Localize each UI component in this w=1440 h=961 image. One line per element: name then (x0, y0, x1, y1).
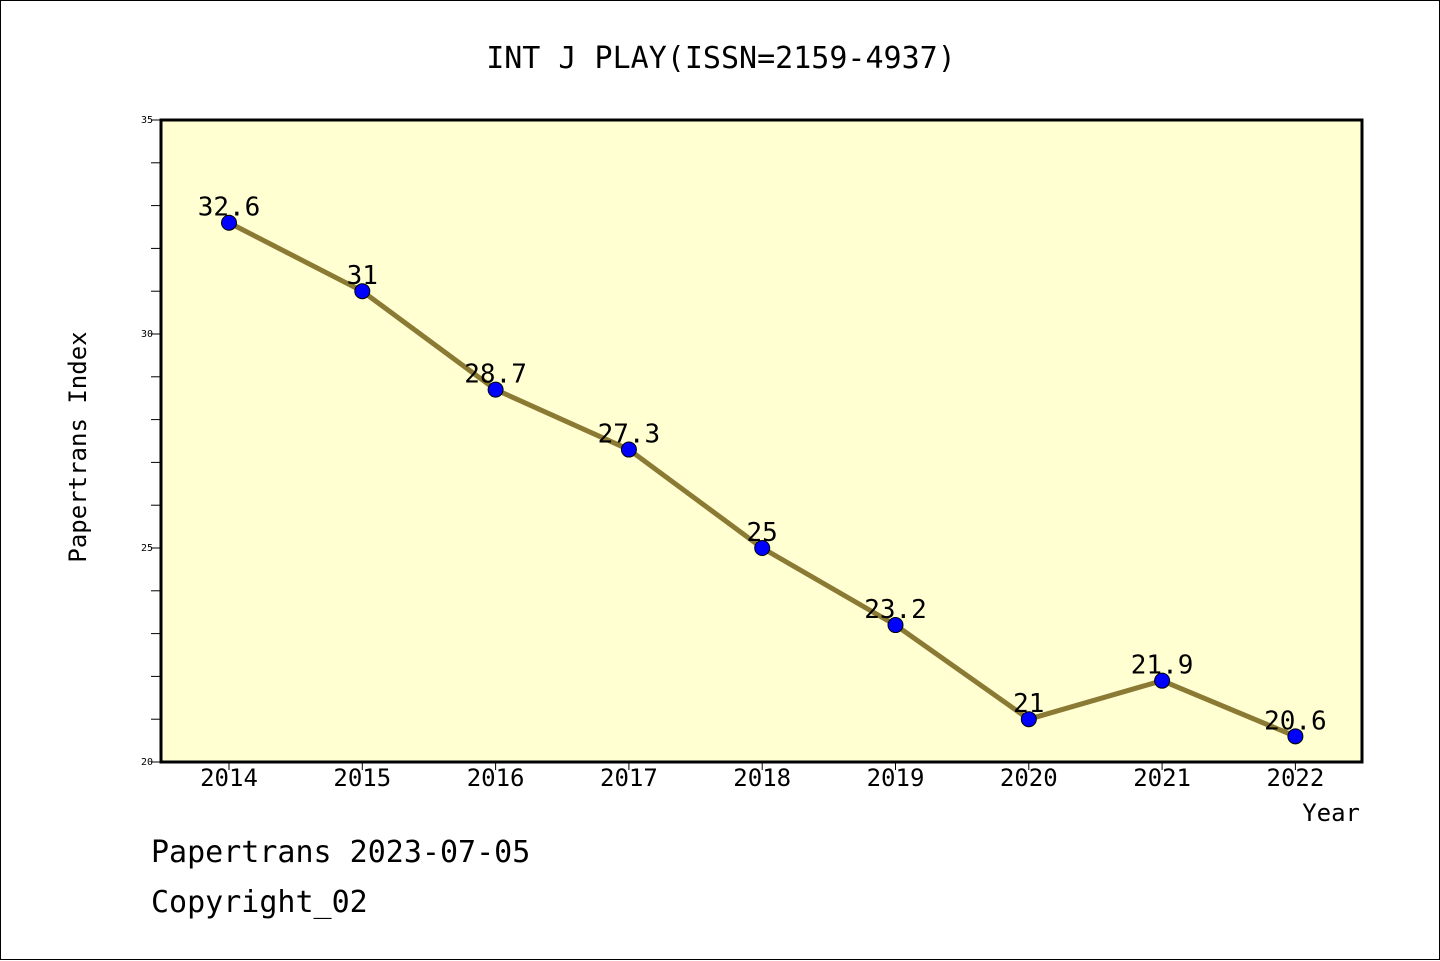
y-tick-label: 30 (141, 329, 153, 340)
y-axis-label: Papertrans Index (64, 331, 92, 562)
chart-title: INT J PLAY(ISSN=2159-4937) (486, 41, 956, 76)
data-point (1020, 711, 1037, 728)
data-point (487, 381, 504, 398)
data-point (354, 283, 371, 300)
y-tick-label: 25 (141, 543, 153, 554)
x-tick-label: 2021 (1133, 764, 1191, 792)
data-label: 27.3 (598, 420, 661, 450)
x-tick-label: 2018 (733, 764, 791, 792)
x-axis-ticks: 2014 2015 2016 2017 2018 2019 2020 2021 2022 (200, 762, 1324, 792)
x-tick-label: 2016 (467, 764, 525, 792)
data-markers (221, 214, 1304, 745)
footer-copyright: Copyright_02 (151, 885, 368, 920)
data-label: 21 (1013, 689, 1044, 719)
data-label: 21.9 (1131, 651, 1194, 681)
x-tick-label: 2015 (333, 764, 391, 792)
data-label: 23.2 (864, 595, 927, 625)
data-label: 20.6 (1264, 706, 1327, 736)
data-label: 28.7 (464, 360, 527, 390)
x-tick-label: 2020 (1000, 764, 1058, 792)
y-tick-label: 20 (141, 757, 153, 768)
y-axis-ticks: 20 25 30 35 (141, 115, 161, 768)
y-tick-label: 35 (141, 115, 153, 126)
data-label: 25 (747, 518, 778, 548)
data-point (1154, 672, 1171, 689)
data-label: 32.6 (198, 193, 261, 223)
x-tick-label: 2022 (1267, 764, 1325, 792)
plot-area (159, 118, 1364, 764)
x-tick-label: 2014 (200, 764, 258, 792)
x-tick-label: 2017 (600, 764, 658, 792)
footer-date: Papertrans 2023-07-05 (151, 835, 531, 870)
data-point (887, 617, 904, 634)
data-point (620, 441, 637, 458)
data-point (221, 214, 237, 231)
data-point (754, 540, 771, 556)
data-label: 31 (347, 261, 378, 291)
x-tick-label: 2019 (867, 764, 925, 792)
data-labels: 32.6 31 28.7 27.3 25 23.2 21 21.9 20.6 (198, 193, 1327, 737)
x-axis-label: Year (1302, 799, 1360, 827)
data-point (1287, 728, 1304, 745)
